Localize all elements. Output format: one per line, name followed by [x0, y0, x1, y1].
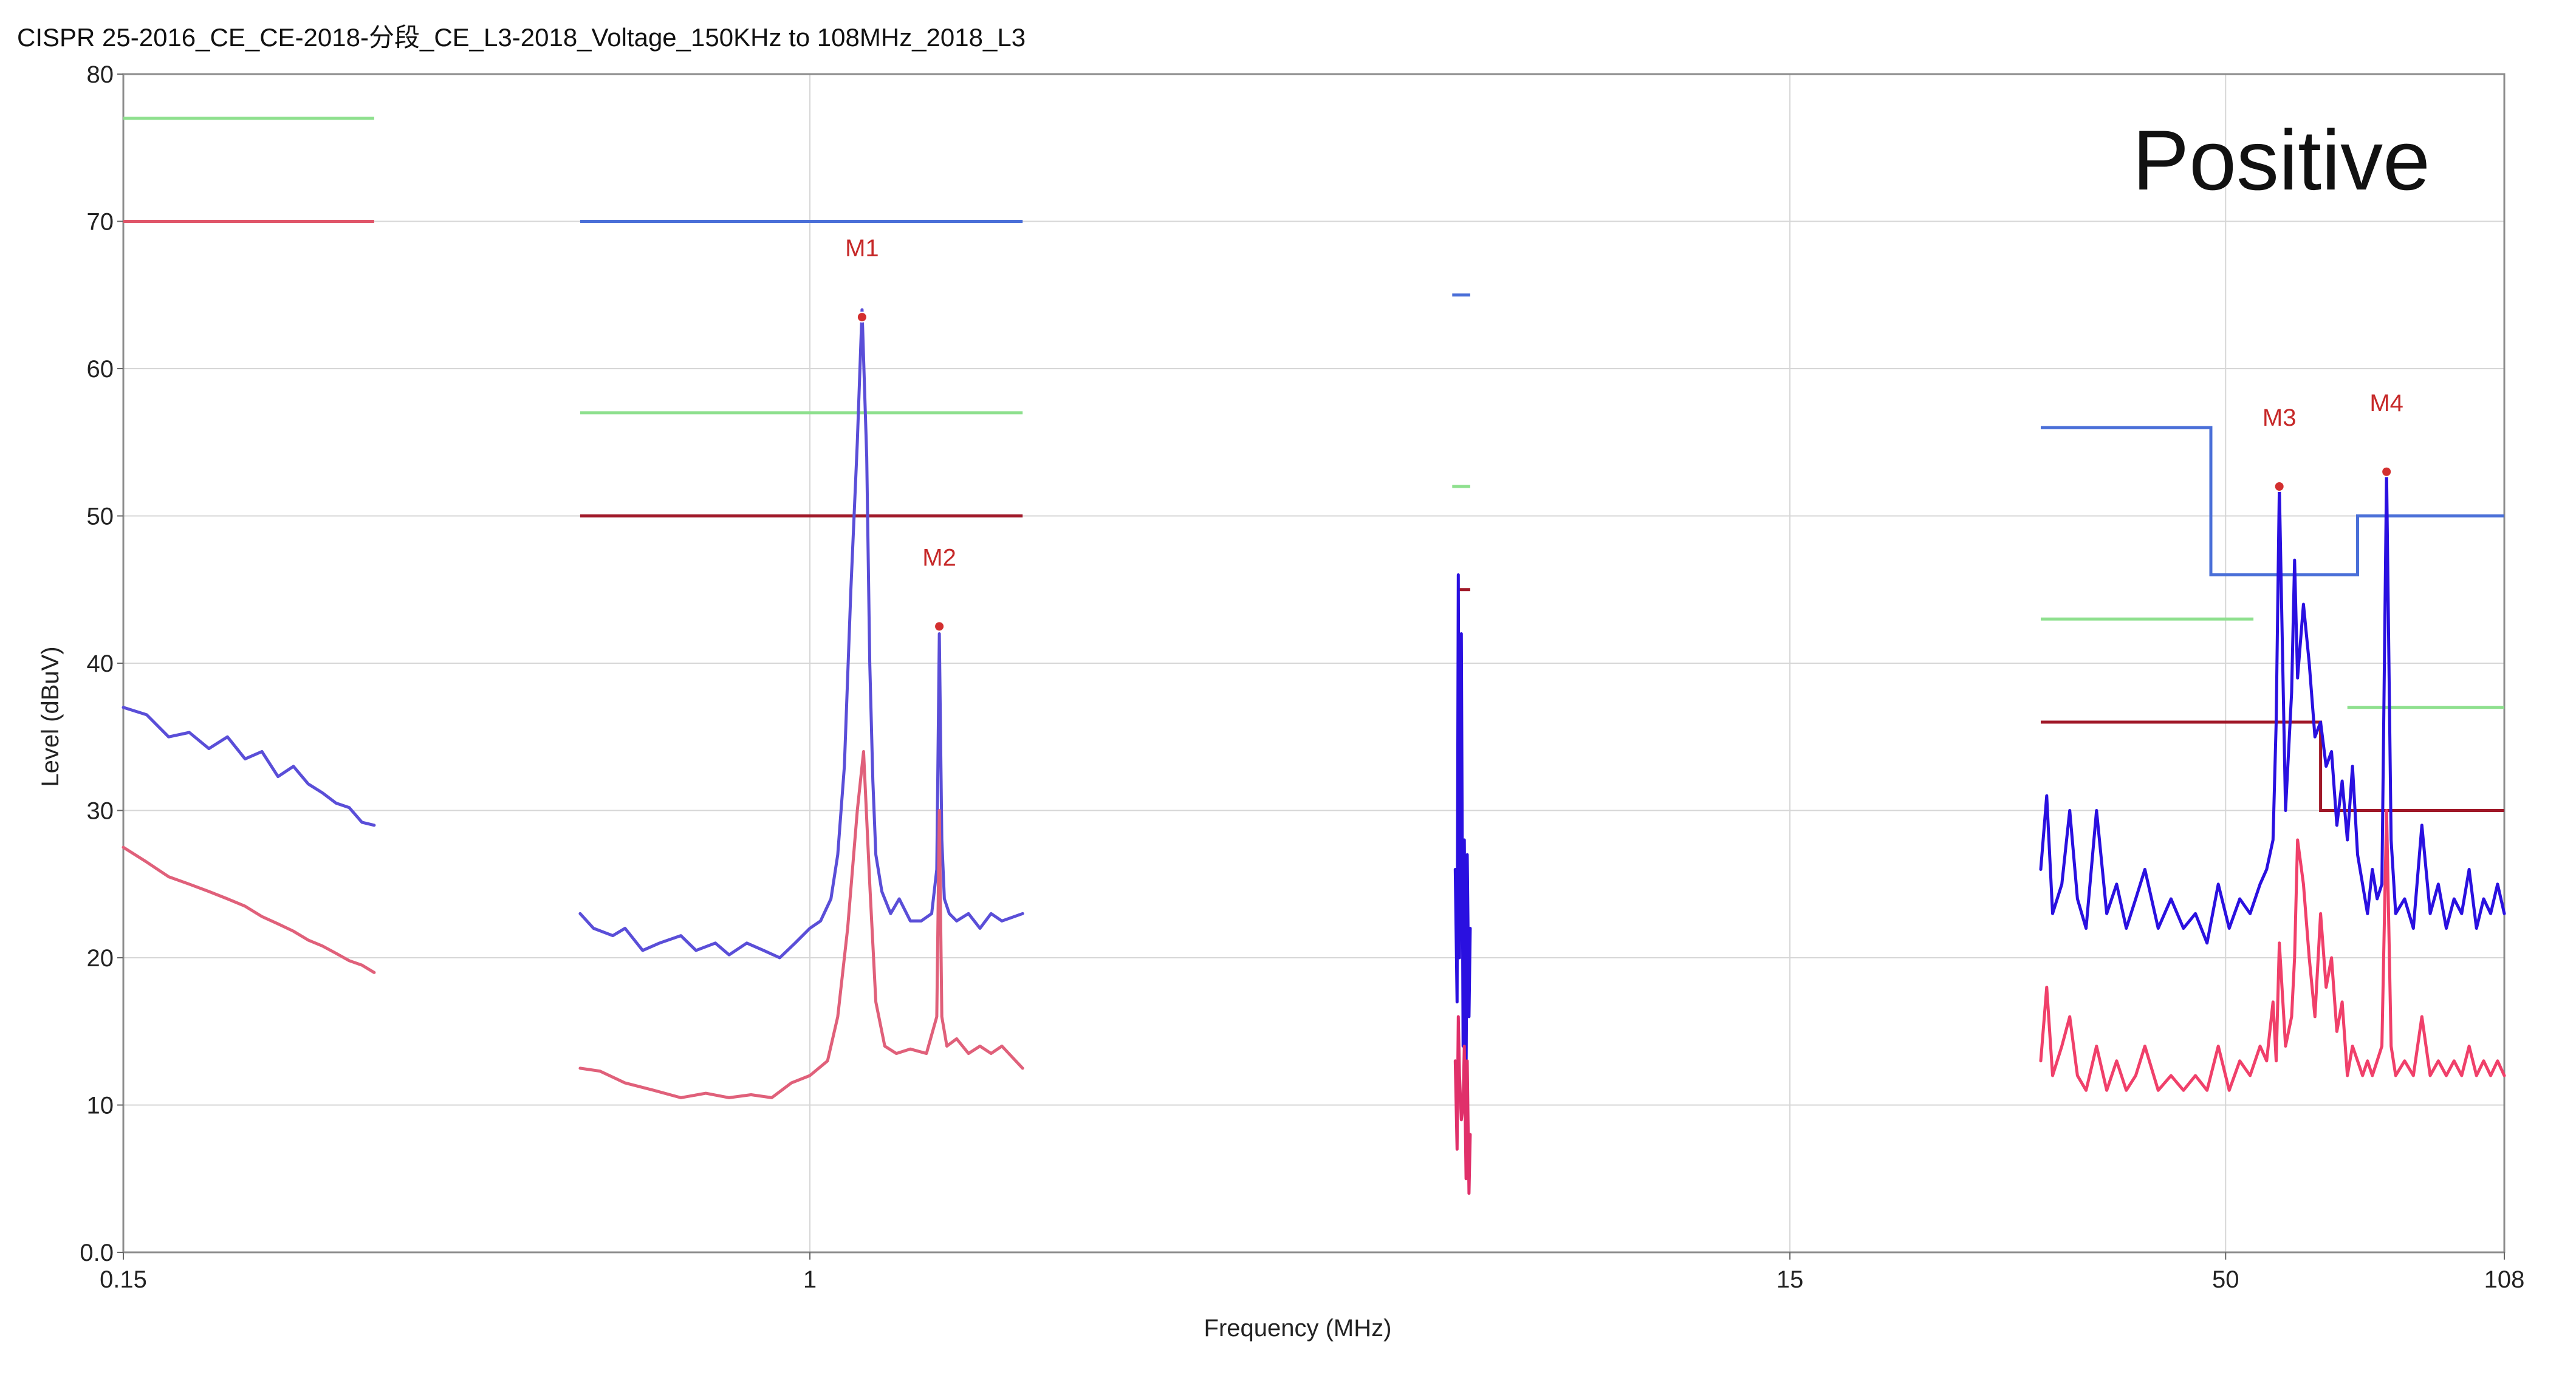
tick-labels: 0.0 10 20 30 40 50 60 70 80 0.15 1 15 50 108 [80, 61, 2524, 1293]
x-tick-label: 15 [1776, 1266, 1804, 1293]
series-line [122, 706, 376, 827]
series-line [2039, 809, 2506, 1092]
marker-label: M3 [2263, 404, 2297, 431]
series-line [1453, 573, 1472, 1077]
limit-line [2041, 426, 2504, 576]
y-tick-label: 80 [87, 61, 114, 88]
y-tick-label: 20 [87, 945, 114, 972]
positive-annotation: Positive [2132, 112, 2430, 208]
grid [123, 73, 2505, 1253]
marker-label: M4 [2369, 390, 2403, 417]
series-line [2039, 470, 2506, 945]
markers: M1 M2 M3 M4 [845, 235, 2403, 632]
x-axis-title: Frequency (MHz) [1204, 1315, 1392, 1342]
y-tick-label: 30 [87, 798, 114, 825]
x-tick-label: 0.15 [100, 1266, 147, 1293]
chart-title: CISPR 25-2016_CE_CE-2018-分段_CE_L3-2018_V… [17, 23, 1026, 52]
series-line [578, 308, 1024, 960]
y-tick-label: 70 [87, 209, 114, 236]
y-tick-label: 0.0 [80, 1240, 114, 1266]
x-tick-label: 50 [2212, 1266, 2239, 1293]
limit-lines [123, 117, 2504, 812]
series-line [1453, 1015, 1472, 1195]
series-line [122, 845, 376, 974]
y-axis-title: Level (dBuV) [37, 646, 64, 786]
series-line [578, 750, 1024, 1099]
y-tick-label: 60 [87, 356, 114, 383]
y-tick-label: 10 [87, 1093, 114, 1119]
data-series [122, 308, 2506, 1195]
x-tick-label: 108 [2484, 1266, 2525, 1293]
y-tick-label: 50 [87, 503, 114, 530]
marker-point [2381, 466, 2393, 477]
x-tick-label: 1 [803, 1266, 817, 1293]
limit-line [2041, 720, 2504, 812]
y-tick-label: 40 [87, 650, 114, 677]
marker-label: M2 [922, 544, 956, 571]
marker-point [2273, 481, 2285, 492]
marker-label: M1 [845, 235, 879, 262]
marker-point [934, 621, 945, 632]
marker-point [856, 312, 868, 323]
